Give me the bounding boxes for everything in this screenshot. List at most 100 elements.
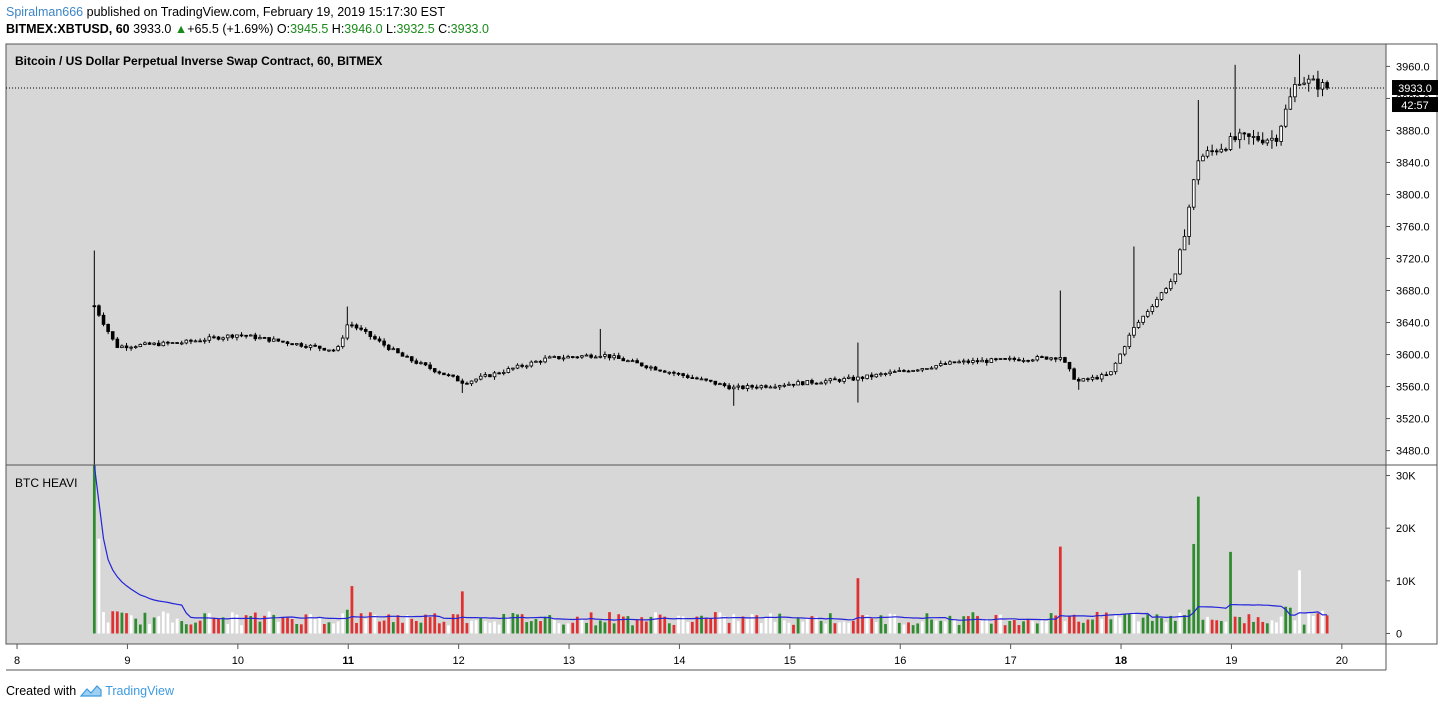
candle[interactable]: [400, 351, 405, 357]
volume-bar[interactable]: [451, 614, 455, 634]
volume-bar[interactable]: [838, 622, 841, 634]
volume-bar[interactable]: [120, 612, 124, 634]
candle[interactable]: [161, 340, 166, 347]
candle[interactable]: [612, 352, 616, 361]
candle[interactable]: [377, 336, 382, 343]
volume-bar[interactable]: [304, 614, 308, 634]
volume-bar[interactable]: [1325, 615, 1329, 634]
volume-bar[interactable]: [1256, 617, 1260, 634]
candle[interactable]: [708, 379, 713, 383]
candle[interactable]: [294, 343, 299, 347]
candle[interactable]: [1136, 319, 1141, 329]
volume-bar[interactable]: [856, 578, 860, 634]
volume-bar[interactable]: [732, 614, 736, 634]
volume-bar[interactable]: [884, 624, 887, 634]
candle[interactable]: [630, 358, 635, 363]
volume-bar[interactable]: [686, 621, 690, 634]
candle[interactable]: [529, 360, 534, 368]
volume-bar[interactable]: [566, 623, 570, 634]
candle[interactable]: [225, 334, 230, 341]
candle[interactable]: [644, 364, 649, 370]
candle[interactable]: [1205, 146, 1210, 159]
volume-bar[interactable]: [755, 615, 759, 634]
volume-bar[interactable]: [980, 620, 984, 634]
volume-bar[interactable]: [143, 612, 147, 634]
candle[interactable]: [497, 371, 501, 375]
candle[interactable]: [92, 250, 97, 465]
volume-bar[interactable]: [764, 617, 768, 634]
candle[interactable]: [129, 345, 133, 351]
candle[interactable]: [506, 366, 511, 374]
volume-bar[interactable]: [129, 615, 133, 634]
candle[interactable]: [1293, 77, 1297, 103]
volume-bar[interactable]: [355, 622, 358, 634]
volume-bar[interactable]: [1206, 616, 1209, 634]
volume-bar[interactable]: [631, 625, 634, 634]
candle[interactable]: [971, 357, 975, 365]
volume-bar[interactable]: [1321, 610, 1324, 634]
candle[interactable]: [1187, 204, 1191, 245]
volume-bar[interactable]: [999, 614, 1002, 634]
volume-bar[interactable]: [801, 621, 805, 634]
candle[interactable]: [543, 355, 547, 364]
candle[interactable]: [561, 354, 566, 362]
candle[interactable]: [515, 363, 520, 370]
candle[interactable]: [299, 341, 304, 348]
volume-bar[interactable]: [897, 622, 901, 634]
candle[interactable]: [1030, 358, 1035, 363]
volume-bar[interactable]: [1081, 622, 1085, 634]
volume-bar[interactable]: [299, 624, 303, 634]
volume-bar[interactable]: [1173, 620, 1177, 634]
candle[interactable]: [879, 371, 883, 377]
candle[interactable]: [110, 331, 115, 341]
candle[interactable]: [1237, 128, 1242, 149]
candle[interactable]: [368, 331, 373, 340]
candle[interactable]: [271, 336, 276, 342]
candle[interactable]: [662, 369, 667, 373]
candle[interactable]: [607, 354, 612, 361]
candle[interactable]: [451, 374, 455, 378]
volume-bar[interactable]: [985, 618, 989, 634]
candle[interactable]: [984, 358, 989, 366]
volume-bar[interactable]: [97, 538, 101, 634]
volume-bar[interactable]: [1265, 623, 1269, 634]
volume-bar[interactable]: [180, 621, 184, 634]
candle[interactable]: [897, 367, 902, 372]
volume-bar[interactable]: [1077, 621, 1081, 634]
volume-axis[interactable]: 0 10K 20K 30K: [1386, 471, 1416, 641]
volume-bar[interactable]: [723, 616, 726, 634]
volume-bar[interactable]: [286, 617, 289, 634]
candle[interactable]: [787, 381, 791, 386]
volume-bar[interactable]: [640, 617, 644, 634]
volume-bar[interactable]: [235, 614, 239, 634]
candle[interactable]: [814, 382, 819, 385]
volume-bar[interactable]: [1155, 614, 1159, 634]
volume-bar[interactable]: [1132, 611, 1136, 634]
volume-bar[interactable]: [244, 615, 248, 634]
candle[interactable]: [998, 358, 1003, 360]
candle[interactable]: [340, 335, 345, 349]
candle[interactable]: [1132, 246, 1136, 338]
candle[interactable]: [1251, 129, 1256, 145]
candle[interactable]: [212, 334, 216, 339]
candle[interactable]: [469, 380, 474, 386]
candle[interactable]: [1182, 229, 1187, 251]
candle[interactable]: [1325, 80, 1329, 91]
volume-bar[interactable]: [410, 618, 414, 634]
volume-bar[interactable]: [1068, 616, 1071, 634]
candle[interactable]: [386, 343, 391, 352]
candle[interactable]: [202, 337, 207, 344]
volume-bar[interactable]: [341, 613, 345, 634]
volume-bar[interactable]: [387, 614, 391, 634]
volume-bar[interactable]: [368, 612, 372, 634]
candle[interactable]: [1095, 374, 1099, 380]
candle[interactable]: [1113, 362, 1118, 375]
volume-bar[interactable]: [654, 612, 657, 634]
volume-bar[interactable]: [989, 623, 993, 634]
volume-bar[interactable]: [102, 612, 105, 634]
candle[interactable]: [138, 343, 143, 348]
volume-bar[interactable]: [373, 614, 377, 634]
candle[interactable]: [722, 382, 727, 388]
candle[interactable]: [534, 360, 538, 363]
candle[interactable]: [373, 334, 377, 341]
